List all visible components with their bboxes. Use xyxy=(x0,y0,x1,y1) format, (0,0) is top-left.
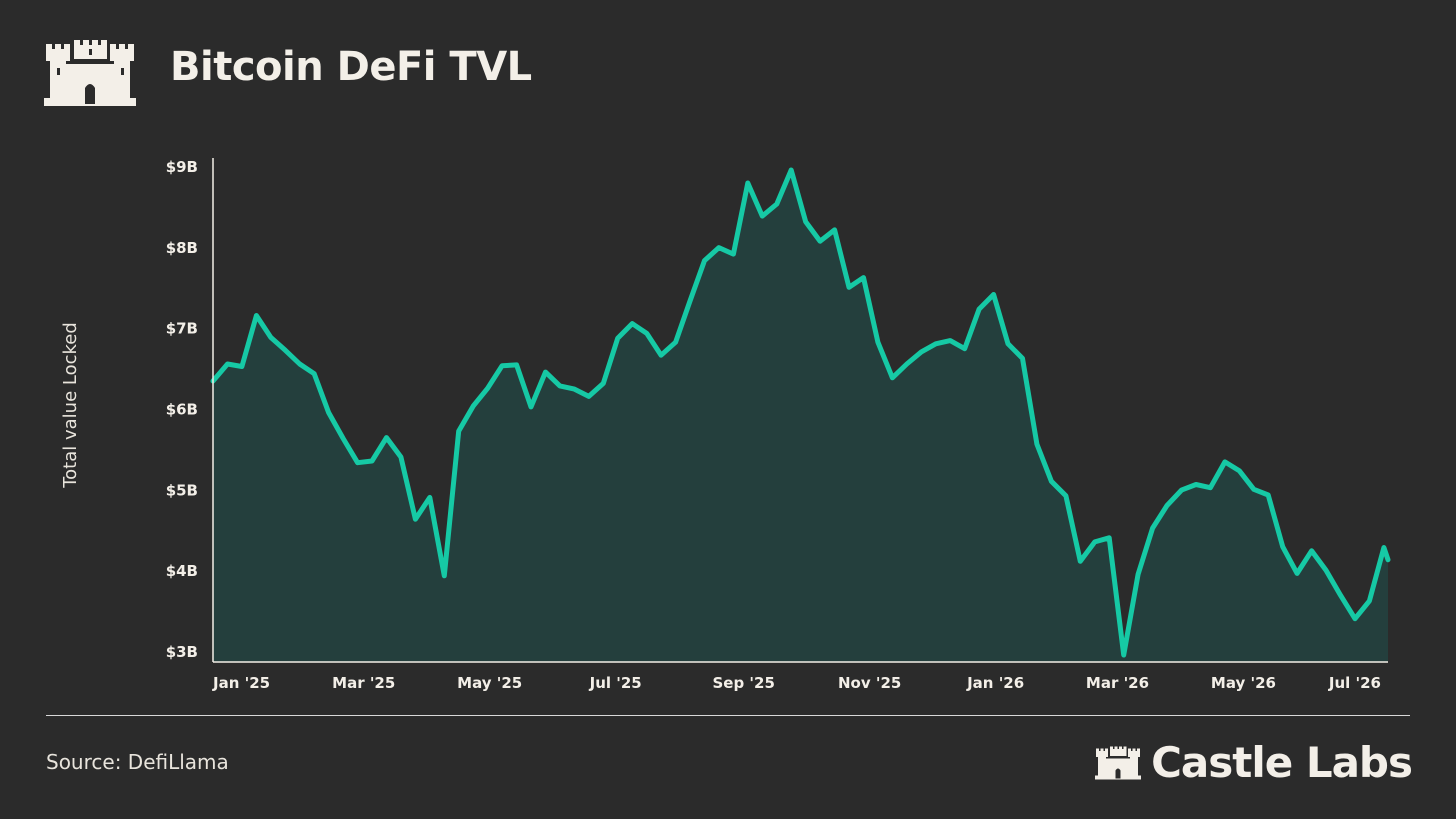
y-tick-label: $7B xyxy=(166,320,198,338)
y-tick-label: $3B xyxy=(166,643,198,661)
brand-name: Castle Labs xyxy=(1151,738,1413,787)
y-axis-label: Total value Locked xyxy=(60,322,81,489)
x-tick-label: May '25 xyxy=(457,674,522,692)
brand-footer: Castle Labs xyxy=(1095,738,1413,787)
chart-title: Bitcoin DeFi TVL xyxy=(170,44,532,90)
x-tick-label: Nov '25 xyxy=(838,674,901,692)
source-note: Source: DefiLlama xyxy=(46,750,229,774)
area-fill xyxy=(213,170,1388,662)
x-tick-label: May '26 xyxy=(1211,674,1276,692)
castle-logo-icon xyxy=(1095,746,1142,779)
x-tick-label: Mar '26 xyxy=(1086,674,1149,692)
castle-logo-icon xyxy=(44,40,136,106)
x-tick-label: Sep '25 xyxy=(713,674,775,692)
y-tick-label: $4B xyxy=(166,562,198,580)
x-tick-label: Jul '26 xyxy=(1328,674,1381,692)
y-tick-label: $8B xyxy=(166,239,198,257)
x-tick-label: Jan '25 xyxy=(212,674,270,692)
y-tick-label: $5B xyxy=(166,481,198,499)
x-tick-label: Jan '26 xyxy=(966,674,1024,692)
y-tick-label: $6B xyxy=(166,401,198,419)
x-tick-label: Mar '25 xyxy=(332,674,395,692)
y-tick-label: $9B xyxy=(166,158,198,176)
x-tick-label: Jul '25 xyxy=(589,674,642,692)
footer-divider xyxy=(46,715,1410,716)
